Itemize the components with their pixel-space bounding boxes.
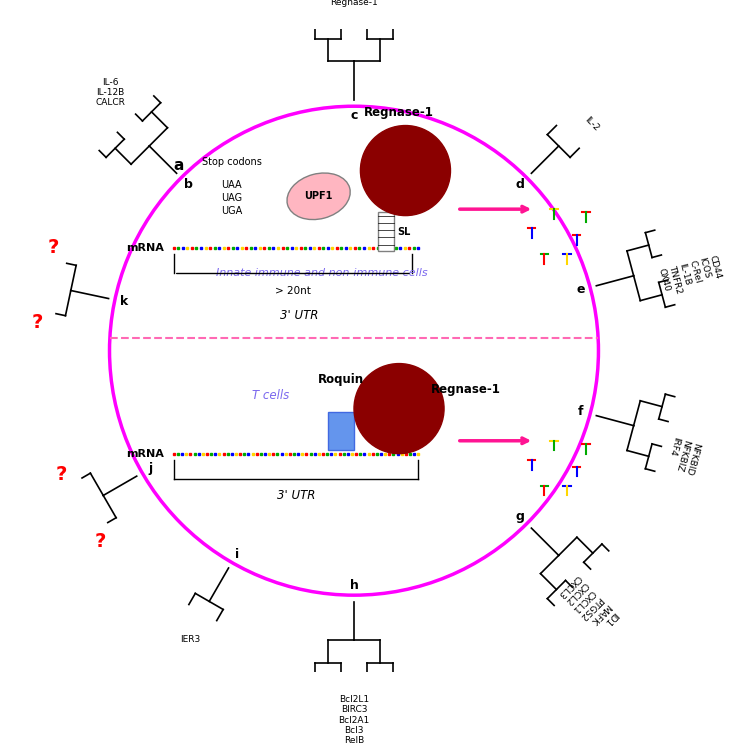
Wedge shape: [361, 126, 451, 215]
Text: ?: ?: [94, 532, 106, 551]
Text: Regnase-1: Regnase-1: [431, 383, 501, 396]
Text: k: k: [120, 296, 128, 308]
Text: UAA: UAA: [221, 181, 242, 190]
Text: h: h: [350, 579, 358, 592]
Text: 3' UTR: 3' UTR: [277, 489, 315, 502]
Ellipse shape: [287, 173, 350, 220]
Text: IL-2: IL-2: [583, 115, 601, 134]
Text: Stop codons: Stop codons: [202, 158, 262, 167]
Text: CD44
ICOS
C-Rel
IL-1B
TNFR2
OX40: CD44 ICOS C-Rel IL-1B TNFR2 OX40: [657, 253, 724, 298]
Text: Bcl2L1
BIRC3
Bcl2A1
Bcl3
RelB: Bcl2L1 BIRC3 Bcl2A1 Bcl3 RelB: [338, 695, 370, 743]
Text: ID1
MAFK
PTGS2
CXCL1
CXCL2
CXCL3: ID1 MAFK PTGS2 CXCL1 CXCL2 CXCL3: [555, 573, 619, 636]
Text: j: j: [148, 461, 153, 475]
Text: ?: ?: [32, 314, 44, 332]
Text: > 20nt: > 20nt: [275, 286, 310, 296]
Text: e: e: [577, 283, 585, 296]
Text: i: i: [235, 548, 238, 560]
Text: ?: ?: [56, 465, 68, 484]
Text: Regnase-1: Regnase-1: [330, 0, 378, 7]
Text: f: f: [578, 405, 584, 418]
Text: Regnase-1: Regnase-1: [364, 106, 434, 119]
Wedge shape: [354, 363, 444, 454]
Text: NFKBID
NFKBIZ
IRF4: NFKBID NFKBIZ IRF4: [664, 436, 700, 476]
Text: IL-6
IL-12B
CALCR: IL-6 IL-12B CALCR: [96, 77, 125, 107]
Text: g: g: [515, 510, 524, 523]
Text: T cells: T cells: [252, 389, 289, 402]
Text: UAG: UAG: [221, 193, 242, 203]
Text: UGA: UGA: [221, 206, 242, 216]
Bar: [379, 212, 394, 251]
Text: c: c: [350, 109, 358, 123]
Text: d: d: [515, 178, 524, 191]
Text: Roquin: Roquin: [318, 373, 364, 386]
Text: SL: SL: [398, 227, 411, 237]
Text: mRNA: mRNA: [126, 243, 164, 253]
Bar: [328, 412, 354, 450]
Text: mRNA: mRNA: [126, 449, 164, 458]
Text: a: a: [174, 158, 184, 172]
Text: 3' UTR: 3' UTR: [280, 309, 319, 322]
Text: ?: ?: [48, 238, 59, 257]
Text: b: b: [184, 178, 193, 191]
Text: Innate immune and non-immune cells: Innate immune and non-immune cells: [216, 268, 427, 279]
Text: IER3: IER3: [180, 635, 200, 644]
Text: UPF1: UPF1: [304, 191, 333, 201]
